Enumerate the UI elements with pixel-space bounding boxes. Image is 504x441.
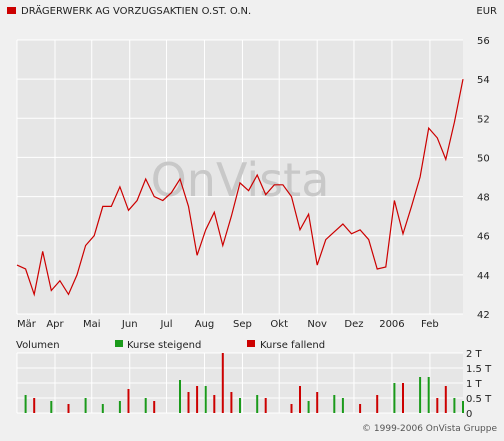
legend-up-swatch: [115, 340, 123, 347]
watermark: OnVista: [151, 153, 330, 207]
volume-bar-up: [256, 395, 259, 413]
copyright-footer: © 1999-2006 OnVista Gruppe: [362, 424, 497, 434]
volume-bar-down: [221, 353, 224, 413]
volume-bar-up: [101, 404, 104, 413]
price-x-tick-label: Mai: [83, 319, 101, 330]
chart-title: DRÄGERWERK AG VORZUGSAKTIEN O.ST. O.N.: [21, 4, 251, 17]
legend-down-label: Kurse fallend: [260, 340, 325, 351]
volume-bar-down: [316, 392, 319, 413]
price-x-tick-label: Feb: [421, 319, 439, 330]
volume-bar-up: [24, 395, 27, 413]
price-x-tick-label: Jun: [121, 319, 138, 330]
volume-bar-down: [127, 389, 130, 413]
volume-bar-down: [290, 404, 293, 413]
volume-y-tick-label: 1.5 T: [466, 364, 492, 375]
volume-y-tick-label: 0: [466, 409, 472, 420]
price-y-axis: 42 44 46 48 50 52 54 56: [477, 36, 490, 321]
volume-title: Volumen: [16, 340, 60, 351]
volume-bar-up: [419, 377, 422, 413]
volume-bar-up: [307, 401, 310, 413]
volume-bar-down: [67, 404, 70, 413]
price-y-tick-label: 48: [477, 193, 490, 204]
volume-bar-up: [453, 398, 456, 413]
price-x-tick-label: Nov: [307, 319, 327, 330]
price-x-tick-label: Aug: [195, 319, 215, 330]
volume-bar-up: [84, 398, 87, 413]
price-y-tick-label: 50: [477, 153, 490, 164]
title-marker: [7, 7, 16, 14]
volume-bar-up: [341, 398, 344, 413]
price-x-tick-label: Sep: [233, 319, 252, 330]
volume-bar-up: [50, 401, 53, 413]
price-grid: [16, 39, 463, 315]
volume-bar-up: [393, 383, 396, 413]
price-x-tick-label: Apr: [46, 319, 64, 330]
volume-bar-up: [427, 377, 430, 413]
volume-bars: [24, 353, 464, 413]
currency-label: EUR: [476, 6, 497, 17]
volume-bar-down: [359, 404, 362, 413]
volume-bar-up: [179, 380, 181, 413]
volume-bar-down: [376, 395, 379, 413]
volume-bar-down: [196, 386, 199, 413]
price-y-tick-label: 44: [477, 271, 490, 282]
legend-down-swatch: [247, 340, 255, 347]
price-y-tick-label: 52: [477, 114, 490, 125]
price-x-tick-label: Jul: [159, 319, 172, 330]
volume-bar-up: [118, 401, 121, 413]
volume-bar-down: [444, 386, 447, 413]
price-x-axis: Mär Apr Mai Jun Jul Aug Sep Okt Nov Dez 2006 Feb: [17, 319, 439, 330]
volume-bar-down: [153, 401, 156, 413]
volume-bar-up: [204, 386, 207, 413]
legend-up-label: Kurse steigend: [127, 340, 201, 351]
price-y-tick-label: 46: [477, 232, 490, 243]
price-x-tick-label: Dez: [344, 319, 363, 330]
price-series-line: [16, 78, 464, 297]
price-x-tick-label: 2006: [379, 319, 404, 330]
volume-bar-down: [264, 398, 267, 413]
price-y-tick-label: 56: [477, 36, 490, 47]
volume-y-tick-label: 0.5 T: [466, 394, 492, 405]
volume-bar-down: [230, 392, 233, 413]
volume-bar-down: [213, 395, 216, 413]
volume-bar-down: [33, 398, 36, 413]
volume-bar-down: [402, 383, 404, 413]
volume-y-axis: 0 0.5 T 1 T 1.5 T 2 T: [466, 349, 492, 420]
volume-bar-up: [239, 398, 241, 413]
volume-bar-up: [144, 398, 147, 413]
price-y-tick-label: 42: [477, 310, 490, 321]
price-x-tick-label: Mär: [17, 319, 37, 330]
volume-bar-up: [333, 395, 336, 413]
volume-bar-down: [187, 392, 190, 413]
price-y-tick-label: 54: [477, 75, 490, 86]
volume-bar-down: [299, 386, 301, 413]
volume-y-tick-label: 2 T: [466, 349, 483, 360]
volume-bar-down: [436, 398, 439, 413]
price-x-tick-label: Okt: [270, 319, 288, 330]
volume-y-tick-label: 1 T: [466, 379, 483, 390]
volume-bar-up: [462, 401, 464, 413]
